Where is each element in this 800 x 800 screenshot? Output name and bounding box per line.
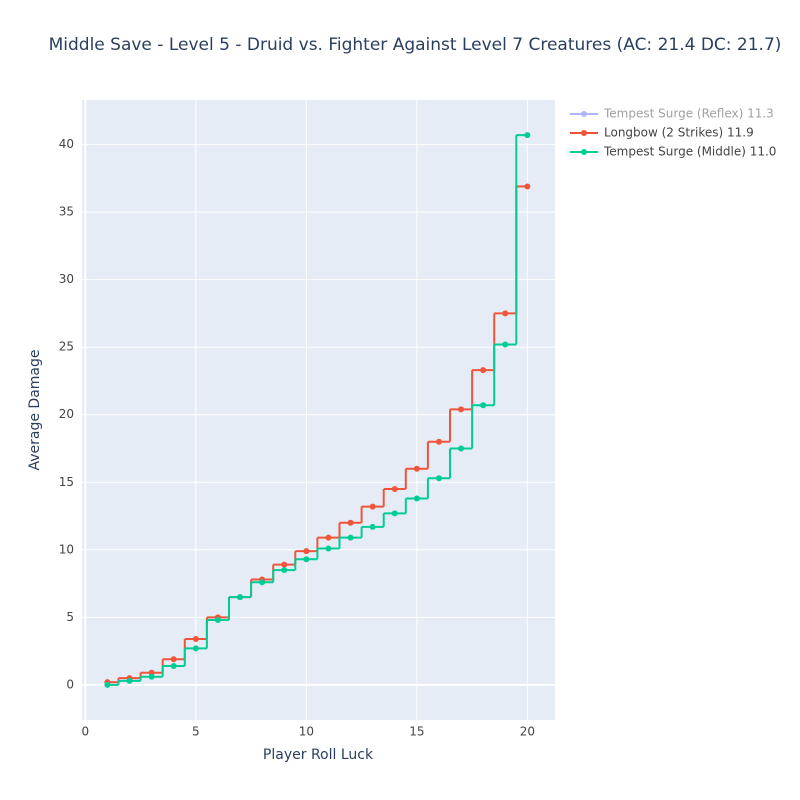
plot-area bbox=[82, 100, 555, 720]
chart-title: Middle Save - Level 5 - Druid vs. Fighte… bbox=[49, 35, 782, 55]
point bbox=[325, 534, 332, 541]
x-tick-label: 10 bbox=[299, 725, 314, 739]
point bbox=[458, 445, 465, 452]
legend-item[interactable]: Tempest Surge (Middle) 11.0 bbox=[570, 145, 776, 159]
legend-marker bbox=[581, 111, 587, 117]
point bbox=[170, 662, 177, 669]
y-tick-label: 0 bbox=[66, 677, 74, 691]
x-tick-label: 0 bbox=[81, 725, 89, 739]
y-tick-label: 15 bbox=[59, 475, 74, 489]
point bbox=[325, 545, 332, 552]
point bbox=[502, 341, 509, 348]
legend-label: Longbow (2 Strikes) 11.9 bbox=[604, 126, 754, 140]
point bbox=[524, 183, 531, 190]
y-tick-label: 25 bbox=[59, 340, 74, 354]
legend-marker bbox=[581, 130, 587, 136]
point bbox=[458, 406, 465, 413]
point bbox=[413, 495, 420, 502]
y-tick-label: 10 bbox=[59, 542, 74, 556]
grid bbox=[82, 100, 555, 720]
point bbox=[281, 567, 288, 574]
legend-marker bbox=[581, 149, 587, 155]
y-tick-label: 40 bbox=[59, 137, 74, 151]
point bbox=[369, 503, 376, 510]
point bbox=[192, 645, 199, 652]
y-axis-label: Average Damage bbox=[27, 349, 43, 470]
point bbox=[369, 523, 376, 530]
point bbox=[347, 534, 354, 541]
y-tick-label: 30 bbox=[59, 272, 74, 286]
point bbox=[214, 617, 221, 624]
point bbox=[170, 656, 177, 663]
point bbox=[347, 519, 354, 526]
legend-item[interactable]: Longbow (2 Strikes) 11.9 bbox=[570, 126, 754, 140]
legend-item[interactable]: Tempest Surge (Reflex) 11.3 bbox=[570, 107, 774, 121]
point bbox=[192, 635, 199, 642]
point bbox=[435, 475, 442, 482]
legend-label: Tempest Surge (Middle) 11.0 bbox=[603, 145, 776, 159]
x-tick-label: 5 bbox=[192, 725, 200, 739]
x-tick-label: 15 bbox=[409, 725, 424, 739]
point bbox=[237, 594, 244, 601]
x-axis-label: Player Roll Luck bbox=[263, 747, 374, 763]
point bbox=[391, 486, 398, 493]
point bbox=[148, 673, 155, 680]
point bbox=[480, 367, 487, 374]
legend-label: Tempest Surge (Reflex) 11.3 bbox=[603, 107, 774, 121]
y-tick-label: 35 bbox=[59, 205, 74, 219]
point bbox=[524, 132, 531, 139]
point bbox=[126, 677, 133, 684]
y-tick-label: 5 bbox=[66, 610, 74, 624]
y-tick-label: 20 bbox=[59, 407, 74, 421]
point bbox=[391, 510, 398, 517]
point bbox=[435, 438, 442, 445]
point bbox=[502, 310, 509, 317]
point bbox=[303, 548, 310, 555]
point bbox=[259, 579, 266, 586]
point bbox=[303, 556, 310, 563]
point bbox=[480, 402, 487, 409]
x-tick-label: 20 bbox=[520, 725, 535, 739]
marks bbox=[104, 132, 531, 688]
point bbox=[104, 681, 111, 688]
point bbox=[413, 465, 420, 472]
point bbox=[281, 561, 288, 568]
